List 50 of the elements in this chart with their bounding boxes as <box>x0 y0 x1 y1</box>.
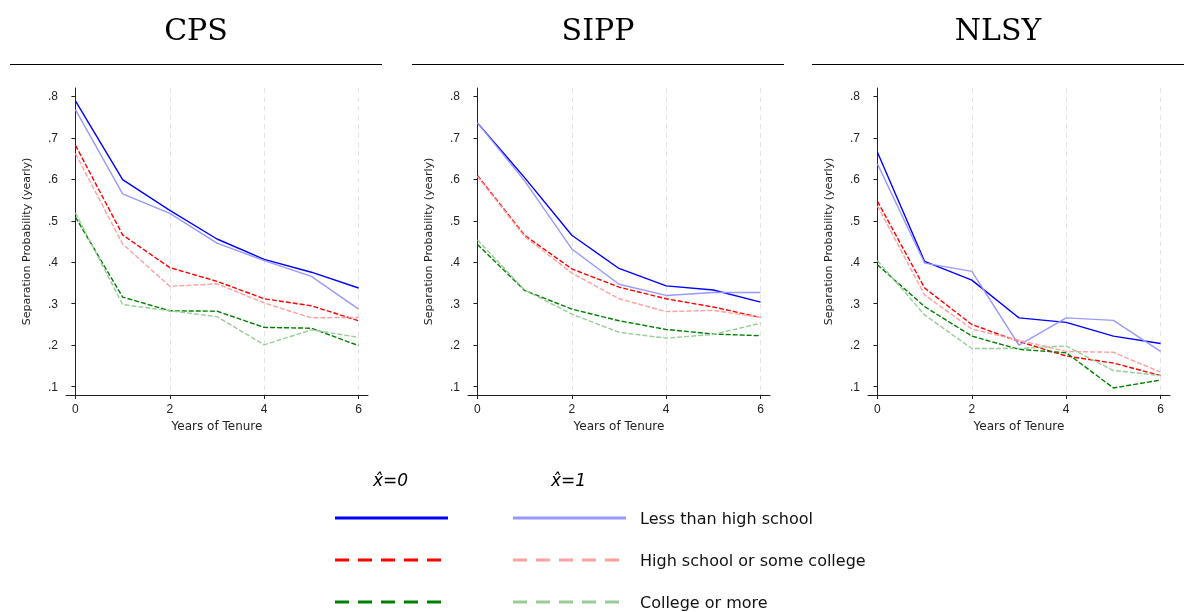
legend-label: High school or some college <box>640 551 866 570</box>
x-axis-title: Years of Tenure <box>170 418 263 433</box>
y-tick-label: .2 <box>47 338 59 353</box>
y-tick-label: .6 <box>449 172 461 187</box>
y-tick-label: .2 <box>849 338 861 353</box>
y-tick-label: .7 <box>47 130 59 145</box>
y-tick-label: .6 <box>47 172 59 187</box>
y-tick-label: .8 <box>449 89 461 104</box>
y-tick-label: .5 <box>47 213 59 228</box>
y-tick-label: .4 <box>849 255 861 270</box>
y-tick-label: .8 <box>849 89 861 104</box>
y-tick-label: .4 <box>47 255 59 270</box>
x-tick-label: 6 <box>355 402 363 416</box>
y-tick-label: .3 <box>449 296 461 311</box>
text: x̂=1 <box>551 470 587 490</box>
chart-title: SIPP <box>412 8 784 65</box>
x-tick-label: 4 <box>662 402 670 416</box>
x-tick-label: 0 <box>874 402 882 416</box>
y-tick-label: .3 <box>849 296 861 311</box>
x-tick-label: 4 <box>1062 402 1070 416</box>
chart-title: CPS <box>10 8 382 65</box>
y-tick-label: .4 <box>449 255 461 270</box>
legend-label: College or more <box>640 593 768 612</box>
x-axis-title: Years of Tenure <box>572 418 665 433</box>
x-tick-label: 0 <box>72 402 80 416</box>
y-tick-label: .1 <box>849 379 861 394</box>
text: x̂=0 <box>373 470 409 490</box>
y-tick-label: .7 <box>849 130 861 145</box>
x-tick-label: 2 <box>166 402 174 416</box>
x-tick-label: 2 <box>968 402 976 416</box>
legend-label: Less than high school <box>640 509 813 528</box>
y-axis-title: Separation Probability (yearly) <box>422 157 435 326</box>
x-axis-title: Years of Tenure <box>972 418 1065 433</box>
y-axis-title: Separation Probability (yearly) <box>20 157 33 326</box>
y-tick-label: .5 <box>449 213 461 228</box>
x-tick-label: 2 <box>568 402 576 416</box>
x-tick-label: 6 <box>1157 402 1165 416</box>
y-tick-label: .1 <box>449 379 461 394</box>
y-tick-label: .1 <box>47 379 59 394</box>
y-axis-title: Separation Probability (yearly) <box>822 157 835 326</box>
y-tick-label: .8 <box>47 89 59 104</box>
y-tick-label: .6 <box>849 172 861 187</box>
chart-title: NLSY <box>812 8 1184 65</box>
y-tick-label: .7 <box>449 130 461 145</box>
y-tick-label: .5 <box>849 213 861 228</box>
x-tick-label: 0 <box>474 402 482 416</box>
x-tick-label: 4 <box>260 402 268 416</box>
y-tick-label: .3 <box>47 296 59 311</box>
y-tick-label: .2 <box>449 338 461 353</box>
x-tick-label: 6 <box>757 402 765 416</box>
